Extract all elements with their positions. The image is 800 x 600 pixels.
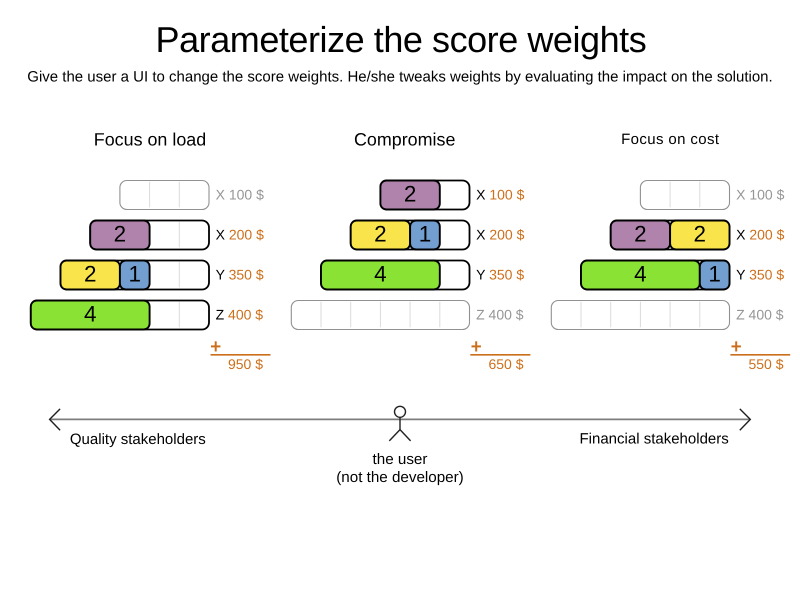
svg-text:Z 400 $: Z 400 $ [216, 306, 264, 322]
svg-text:Financial stakeholders: Financial stakeholders [580, 431, 729, 448]
svg-text:(not the developer): (not the developer) [336, 469, 464, 486]
svg-text:Focus on cost: Focus on cost [621, 131, 720, 148]
svg-text:X 100 $: X 100 $ [216, 186, 264, 202]
svg-text:X 200 $: X 200 $ [736, 226, 784, 242]
svg-text:Z 400 $: Z 400 $ [736, 306, 784, 322]
svg-text:1: 1 [419, 222, 432, 247]
svg-text:2: 2 [404, 182, 417, 207]
svg-text:1: 1 [708, 262, 721, 287]
svg-text:650 $: 650 $ [488, 356, 523, 372]
svg-text:Quality stakeholders: Quality stakeholders [70, 431, 206, 448]
svg-text:Y 350 $: Y 350 $ [216, 266, 264, 282]
svg-text:950 $: 950 $ [228, 356, 263, 372]
svg-text:Z 400 $: Z 400 $ [476, 306, 524, 322]
svg-text:2: 2 [634, 222, 647, 247]
svg-text:Focus on load: Focus on load [94, 129, 206, 149]
svg-text:550 $: 550 $ [748, 356, 783, 372]
svg-text:1: 1 [128, 262, 141, 287]
svg-text:Y 350 $: Y 350 $ [476, 266, 524, 282]
svg-text:2: 2 [84, 262, 97, 287]
svg-text:Parameterize the score weights: Parameterize the score weights [156, 19, 647, 60]
svg-text:4: 4 [634, 262, 647, 287]
svg-text:X 100 $: X 100 $ [476, 186, 524, 202]
svg-text:X 200 $: X 200 $ [216, 226, 264, 242]
svg-text:Y 350 $: Y 350 $ [736, 266, 784, 282]
svg-text:4: 4 [374, 262, 387, 287]
svg-text:Give the user a UI to change t: Give the user a UI to change the score w… [27, 69, 772, 86]
svg-text:4: 4 [84, 302, 97, 327]
svg-text:X 100 $: X 100 $ [736, 186, 784, 202]
svg-text:2: 2 [694, 222, 707, 247]
svg-text:2: 2 [114, 222, 127, 247]
svg-text:the user: the user [373, 451, 428, 468]
svg-text:X 200 $: X 200 $ [476, 226, 524, 242]
svg-text:2: 2 [374, 222, 387, 247]
svg-text:Compromise: Compromise [354, 129, 455, 149]
